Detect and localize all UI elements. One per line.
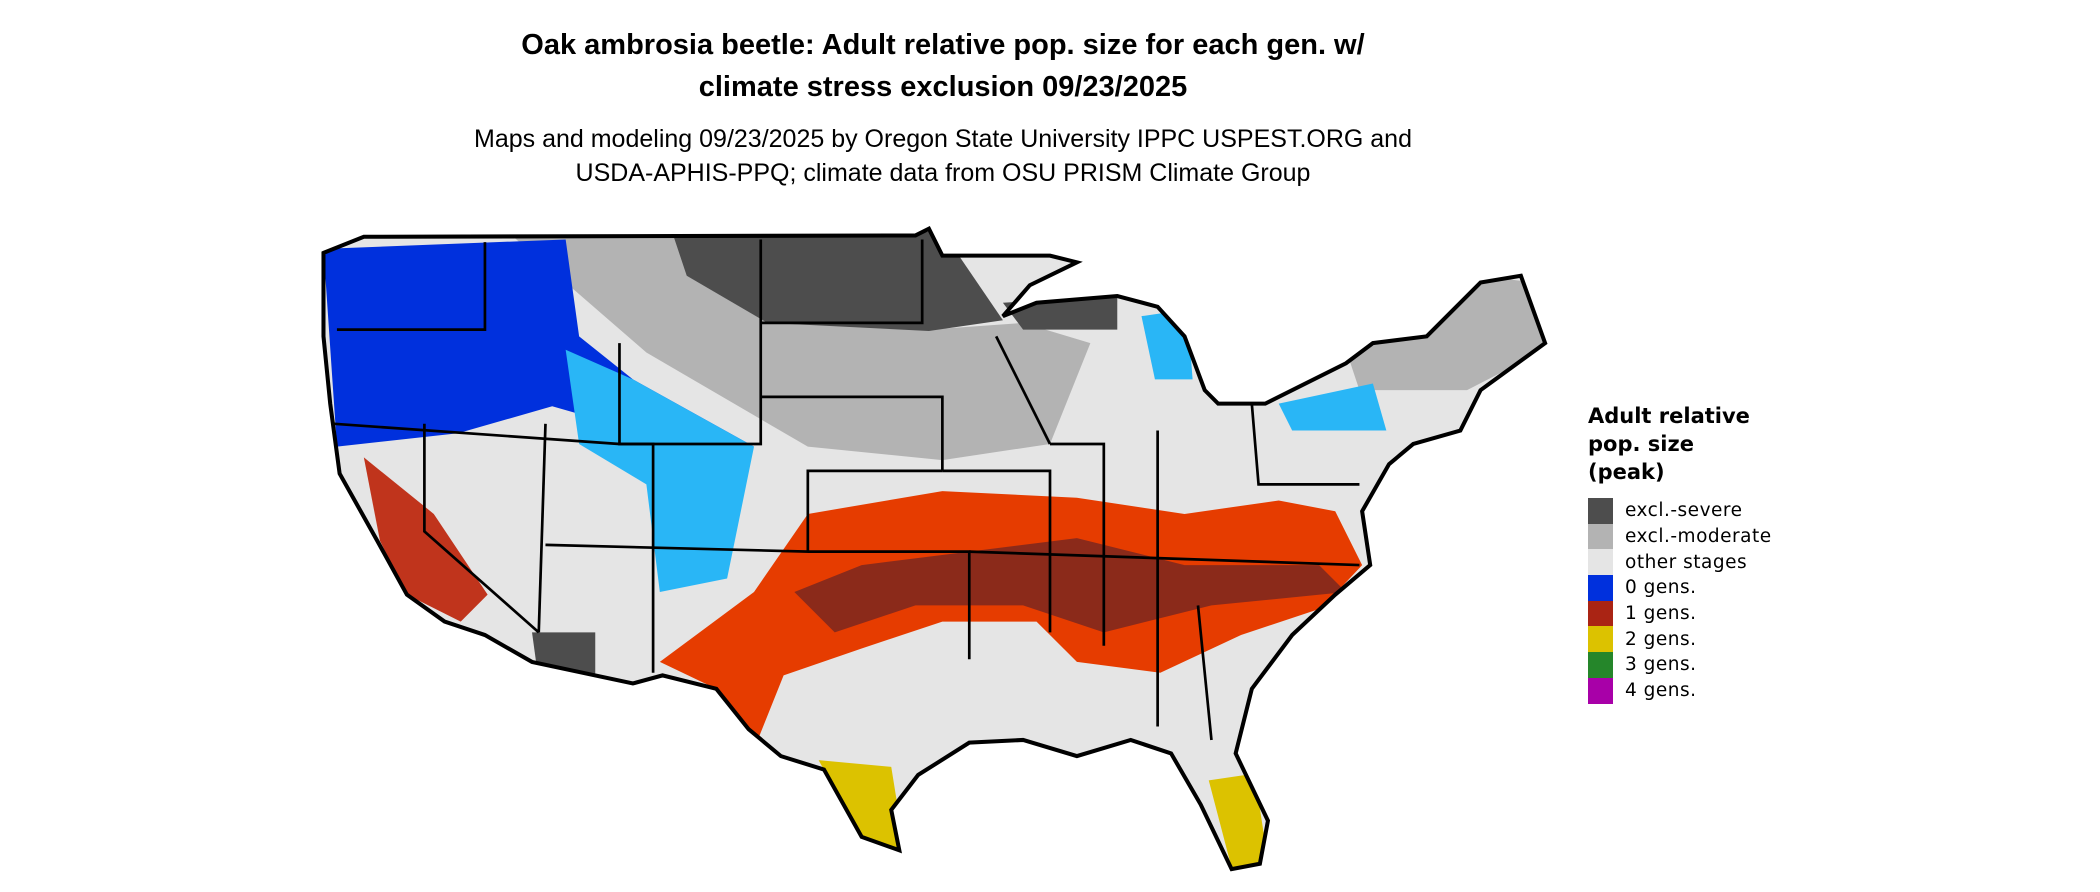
legend-swatch — [1588, 652, 1613, 678]
legend-title: Adult relative pop. size (peak) — [1588, 402, 1788, 486]
one-gen-region — [659, 491, 1363, 743]
map-subtitle: Maps and modeling 09/23/2025 by Oregon S… — [343, 122, 1543, 190]
legend-item: excl.-moderate — [1588, 523, 1788, 550]
legend-label: 3 gens. — [1625, 654, 1697, 676]
legend-label: 1 gens. — [1625, 603, 1697, 625]
legend-item: excl.-severe — [1588, 498, 1788, 524]
title-line-1: Oak ambrosia beetle: Adult relative pop.… — [521, 29, 1365, 61]
zero-gens-light-region-ny — [1278, 383, 1387, 431]
legend-label: other stages — [1625, 551, 1748, 573]
map-title: Oak ambrosia beetle: Adult relative pop.… — [343, 24, 1543, 108]
legend-swatch — [1588, 600, 1613, 627]
legend-item: 4 gens. — [1588, 677, 1788, 704]
legend-label: 4 gens. — [1625, 680, 1697, 702]
state-borders — [334, 239, 1360, 741]
excl-moderate-region-ne — [1345, 275, 1546, 391]
excl-severe-region — [673, 231, 1003, 331]
subtitle-line-2: USDA-APHIS-PPQ; climate data from OSU PR… — [575, 159, 1311, 187]
legend-title-line: Adult relative — [1588, 404, 1750, 428]
legend-item: 1 gens. — [1588, 600, 1788, 627]
legend-swatch — [1588, 575, 1613, 601]
legend-swatch — [1588, 549, 1613, 576]
legend-swatch — [1588, 523, 1613, 550]
legend-swatch — [1588, 498, 1613, 524]
legend-label: excl.-moderate — [1625, 526, 1772, 548]
legend-item: 3 gens. — [1588, 652, 1788, 678]
legend: Adult relative pop. size (peak) excl.-se… — [1588, 402, 1788, 704]
two-gens-region-fl — [1208, 773, 1268, 868]
legend-item: 2 gens. — [1588, 626, 1788, 653]
legend-swatch — [1588, 677, 1613, 704]
legend-label: excl.-severe — [1625, 500, 1743, 522]
legend-label: 2 gens. — [1625, 628, 1697, 650]
one-gen-region-ca — [363, 457, 488, 622]
legend-item: other stages — [1588, 549, 1788, 576]
legend-label: 0 gens. — [1625, 577, 1697, 599]
zero-gens-light-region — [565, 349, 755, 592]
title-line-2: climate stress exclusion 09/23/2025 — [698, 71, 1188, 103]
one-gen-dark-region — [794, 538, 1346, 633]
legend-title-line: (peak) — [1588, 460, 1665, 484]
two-gens-region-tx — [818, 760, 905, 851]
legend-item: 0 gens. — [1588, 575, 1788, 601]
excl-severe-region-az — [532, 632, 596, 689]
legend-swatch — [1588, 626, 1613, 653]
subtitle-line-1: Maps and modeling 09/23/2025 by Oregon S… — [474, 125, 1412, 153]
legend-title-line: pop. size — [1588, 432, 1694, 456]
excl-moderate-region — [511, 235, 1091, 461]
